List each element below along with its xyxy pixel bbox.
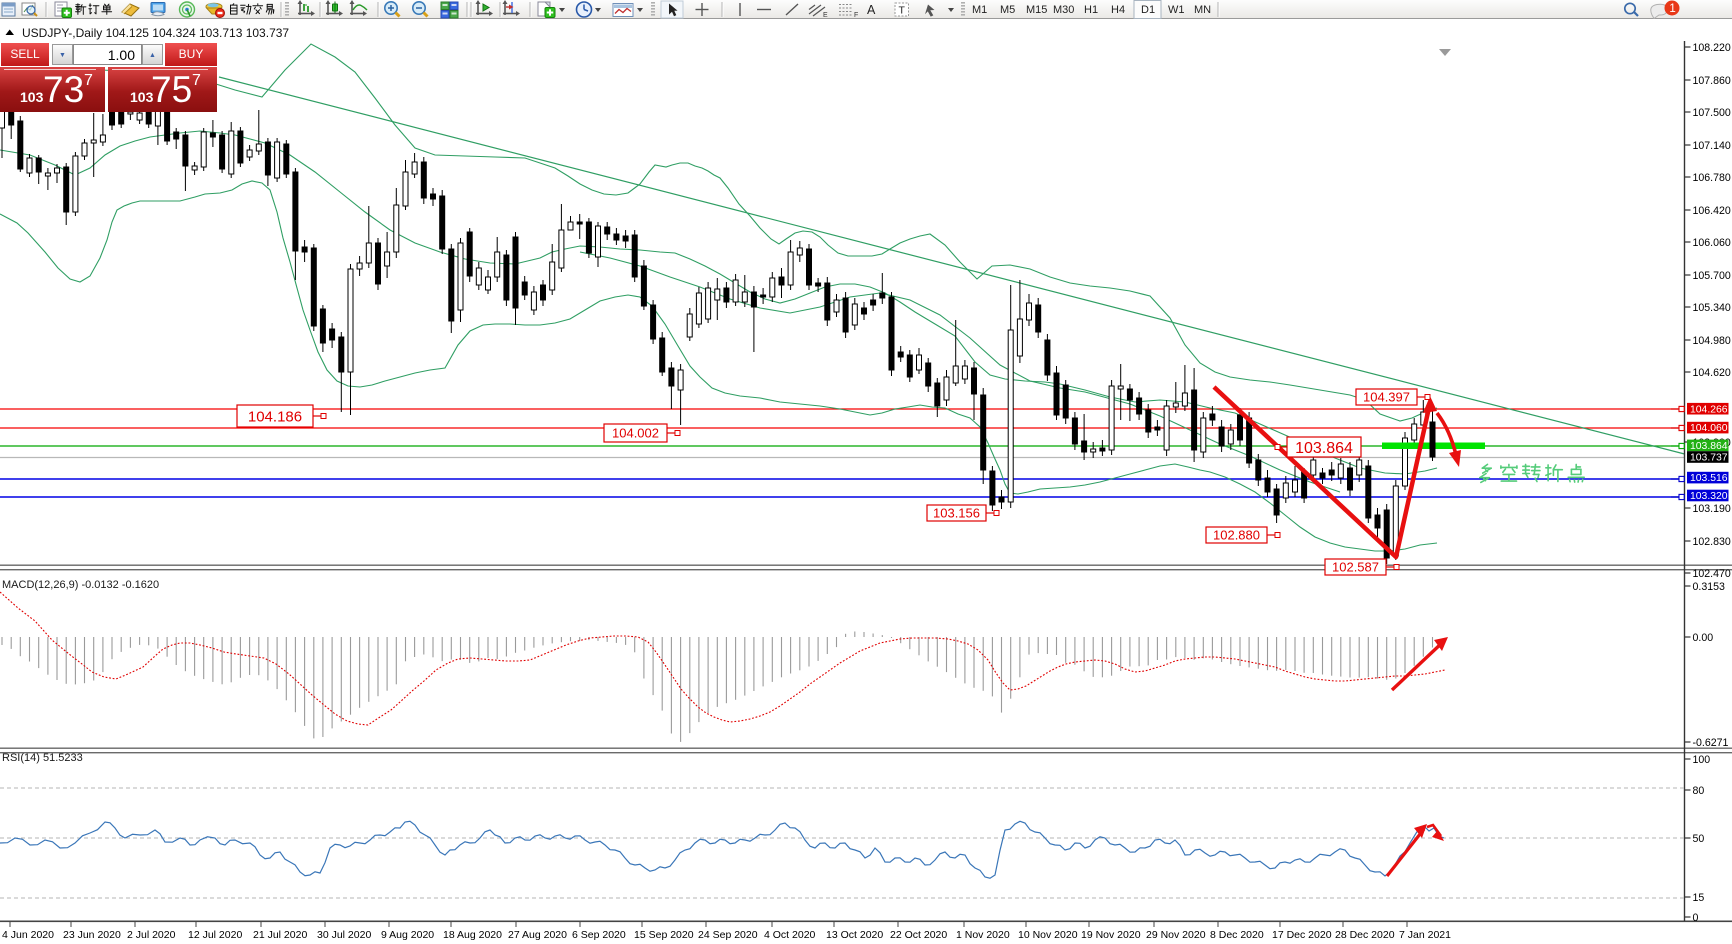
svg-text:27 Aug 2020: 27 Aug 2020	[508, 929, 567, 941]
svg-text:22 Oct 2020: 22 Oct 2020	[890, 929, 947, 941]
svg-text:105.700: 105.700	[1693, 270, 1731, 282]
svg-text:102.587: 102.587	[1332, 560, 1379, 575]
svg-text:T: T	[899, 5, 906, 17]
svg-text:102.470: 102.470	[1693, 568, 1731, 580]
svg-text:USDJPY-,Daily 104.125 104.324: USDJPY-,Daily 104.125 104.324 103.713 10…	[22, 26, 289, 40]
svg-text:28 Dec 2020: 28 Dec 2020	[1335, 929, 1395, 941]
svg-text:24 Sep 2020: 24 Sep 2020	[698, 929, 758, 941]
svg-text:15 Sep 2020: 15 Sep 2020	[634, 929, 694, 941]
svg-text:15: 15	[1693, 892, 1705, 904]
svg-text:0: 0	[1693, 912, 1699, 924]
svg-text:103.864: 103.864	[1690, 441, 1728, 452]
svg-text:H4: H4	[1111, 4, 1125, 16]
svg-text:MN: MN	[1194, 4, 1211, 16]
svg-text:103.516: 103.516	[1690, 473, 1728, 484]
svg-text:19 Nov 2020: 19 Nov 2020	[1081, 929, 1141, 941]
svg-text:4 Jun 2020: 4 Jun 2020	[2, 929, 54, 941]
svg-text:MACD(12,26,9) -0.0132 -0.1620: MACD(12,26,9) -0.0132 -0.1620	[2, 579, 159, 591]
svg-text:103.320: 103.320	[1690, 491, 1728, 502]
svg-text:D1: D1	[1141, 4, 1155, 16]
svg-text:0.00: 0.00	[1693, 632, 1714, 644]
svg-text:1: 1	[1669, 3, 1675, 15]
svg-text:104.002: 104.002	[612, 426, 659, 441]
svg-text:30 Jul 2020: 30 Jul 2020	[317, 929, 371, 941]
svg-text:9 Aug 2020: 9 Aug 2020	[381, 929, 434, 941]
svg-text:6 Sep 2020: 6 Sep 2020	[572, 929, 626, 941]
svg-text:80: 80	[1693, 785, 1705, 797]
svg-text:103.737: 103.737	[1690, 453, 1728, 464]
svg-text:106.060: 106.060	[1693, 237, 1731, 249]
svg-text:13 Oct 2020: 13 Oct 2020	[826, 929, 883, 941]
svg-text:RSI(14) 51.5233: RSI(14) 51.5233	[2, 752, 83, 764]
svg-text:29 Nov 2020: 29 Nov 2020	[1146, 929, 1206, 941]
svg-text:103.864: 103.864	[1295, 440, 1353, 457]
svg-text:104.397: 104.397	[1363, 390, 1410, 405]
svg-text:102.830: 102.830	[1693, 536, 1731, 548]
svg-text:M15: M15	[1026, 4, 1047, 16]
svg-text:100: 100	[1693, 754, 1711, 766]
svg-text:107.500: 107.500	[1693, 107, 1731, 119]
svg-text:E: E	[823, 12, 828, 19]
svg-text:M1: M1	[972, 4, 987, 16]
svg-text:104.060: 104.060	[1690, 423, 1728, 434]
svg-text:17 Dec 2020: 17 Dec 2020	[1272, 929, 1332, 941]
svg-text:21 Jul 2020: 21 Jul 2020	[253, 929, 307, 941]
svg-text:18 Aug 2020: 18 Aug 2020	[443, 929, 502, 941]
svg-text:10 Nov 2020: 10 Nov 2020	[1018, 929, 1078, 941]
svg-text:A: A	[867, 3, 876, 17]
svg-text:104.980: 104.980	[1693, 335, 1731, 347]
svg-text:F: F	[854, 12, 858, 19]
svg-text:106.780: 106.780	[1693, 172, 1731, 184]
svg-text:107.860: 107.860	[1693, 75, 1731, 87]
svg-text:H1: H1	[1084, 4, 1098, 16]
svg-text:M5: M5	[1000, 4, 1015, 16]
svg-text:12 Jul 2020: 12 Jul 2020	[188, 929, 242, 941]
svg-text:105.340: 105.340	[1693, 302, 1731, 314]
svg-text:106.420: 106.420	[1693, 205, 1731, 217]
svg-text:-0.6271: -0.6271	[1693, 737, 1729, 749]
svg-text:0.3153: 0.3153	[1693, 581, 1726, 593]
svg-text:2 Jul 2020: 2 Jul 2020	[127, 929, 176, 941]
svg-text:104.266: 104.266	[1690, 404, 1728, 415]
svg-text:8 Dec 2020: 8 Dec 2020	[1210, 929, 1264, 941]
svg-text:108.220: 108.220	[1693, 42, 1731, 54]
svg-text:7 Jan 2021: 7 Jan 2021	[1399, 929, 1451, 941]
svg-text:W1: W1	[1168, 4, 1185, 16]
svg-text:107.140: 107.140	[1693, 140, 1731, 152]
svg-text:104.620: 104.620	[1693, 367, 1731, 379]
svg-text:103.156: 103.156	[933, 506, 980, 521]
svg-text:50: 50	[1693, 833, 1705, 845]
svg-text:M30: M30	[1053, 4, 1074, 16]
svg-text:103.190: 103.190	[1693, 503, 1731, 515]
svg-text:4 Oct 2020: 4 Oct 2020	[764, 929, 816, 941]
svg-text:102.880: 102.880	[1213, 528, 1260, 543]
svg-text:104.186: 104.186	[248, 408, 302, 425]
svg-text:23 Jun 2020: 23 Jun 2020	[63, 929, 121, 941]
svg-text:1 Nov 2020: 1 Nov 2020	[956, 929, 1010, 941]
